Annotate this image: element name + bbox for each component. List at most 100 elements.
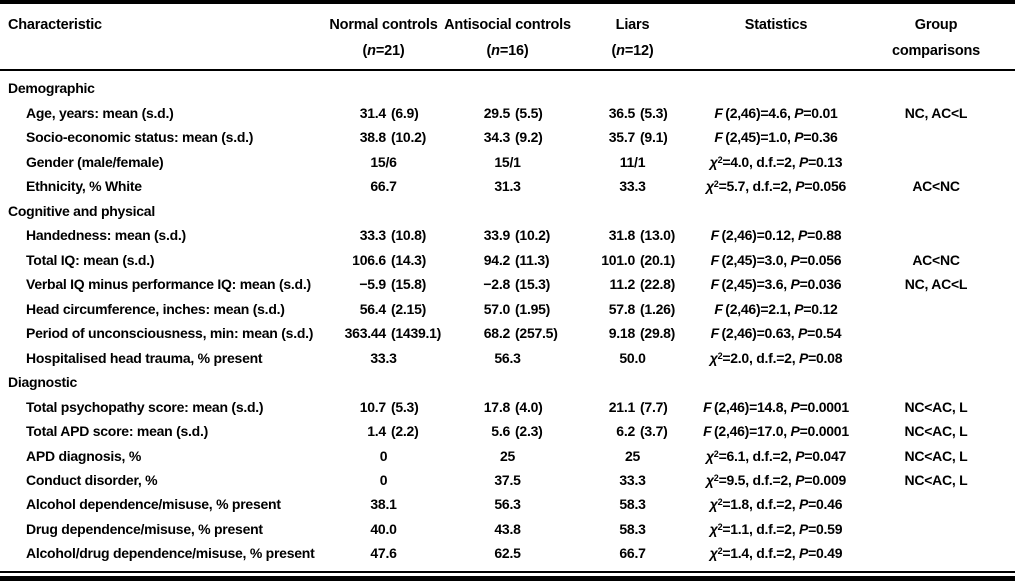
antisocial-controls-sd: (257.5) <box>515 325 558 342</box>
table-row: Verbal IQ minus performance IQ: mean (s.… <box>0 276 1015 292</box>
normal-controls-value: 33.3 <box>370 349 397 366</box>
characteristic-label: Demographic <box>8 80 95 97</box>
antisocial-controls: 68.2 (257.5) <box>445 325 570 341</box>
group-comparison-cell: NC<AC, L <box>857 472 1015 488</box>
liars-mean: 11.2 <box>609 276 636 293</box>
header-normal-controls-label: Normal controls <box>329 17 438 33</box>
liars-mean: 21.1 <box>608 398 636 415</box>
group-comparison-value: AC<NC <box>912 178 960 195</box>
header-statistics-label: Statistics <box>744 17 808 33</box>
characteristic-label: Alcohol/drug dependence/misuse, % presen… <box>26 545 315 562</box>
statistics-value: χ2=1.4, d.f.=2, P=0.49 <box>709 545 843 562</box>
characteristic-label: Ethnicity, % White <box>26 178 142 195</box>
characteristic-label: Handedness: mean (s.d.) <box>26 227 186 244</box>
normal-controls-value: 47.6 <box>370 545 397 562</box>
antisocial-controls-value: 43.8 <box>494 520 521 537</box>
antisocial-controls: 15/1 <box>445 154 570 170</box>
table-row: Hospitalised head trauma, % present 33.3 5… <box>0 350 1015 366</box>
header-group-label: Group <box>914 17 958 33</box>
bottom-rule <box>0 571 1015 576</box>
statistics-value: χ2=2.0, d.f.=2, P=0.08 <box>709 349 843 366</box>
header-statistics: Statistics <box>695 12 857 64</box>
antisocial-controls-mean: 34.3 <box>483 129 511 146</box>
normal-controls-sd: (10.2) <box>390 129 427 146</box>
characteristic-label: APD diagnosis, % <box>26 447 142 464</box>
normal-controls: 10.7 (5.3) <box>322 399 445 415</box>
group-comparison-cell: AC<NC <box>857 178 1015 194</box>
characteristic-label: Hospitalised head trauma, % present <box>26 349 263 366</box>
normal-controls: 106.6 (14.3) <box>322 252 445 268</box>
liars-sd: (22.8) <box>640 276 676 293</box>
group-comparison-value: NC, AC<L <box>904 104 968 121</box>
antisocial-controls-sd: (4.0) <box>515 398 543 415</box>
liars-mean: 57.8 <box>608 300 636 317</box>
normal-controls-sd: (6.9) <box>390 104 419 121</box>
characteristic-label: Cognitive and physical <box>8 202 155 219</box>
table-row: Total APD score: mean (s.d.) 1.4 (2.2) 5.6 (… <box>0 423 1015 439</box>
characteristic-label: Socio-economic status: mean (s.d.) <box>26 129 254 146</box>
statistics-value: χ2=6.1, d.f.=2, P=0.047 <box>705 447 847 464</box>
antisocial-controls-mean: 17.8 <box>483 398 511 415</box>
group-comparison-value: NC<AC, L <box>904 471 968 488</box>
antisocial-controls-mean: 68.2 <box>483 325 511 342</box>
liars: 11/1 <box>570 154 695 170</box>
antisocial-controls-sd: (1.95) <box>515 300 551 317</box>
normal-controls: 38.1 <box>322 496 445 512</box>
normal-controls: 0 <box>322 448 445 464</box>
antisocial-controls: 33.9 (10.2) <box>445 227 570 243</box>
antisocial-controls: 34.3 (9.2) <box>445 129 570 145</box>
header-antisocial-controls: Antisocial controls (n=16) <box>444 12 571 64</box>
statistics-value: F (2,46)=17.0, P=0.0001 <box>703 423 849 440</box>
antisocial-controls: 31.3 <box>445 178 570 194</box>
normal-controls-mean: 1.4 <box>367 423 386 440</box>
group-comparison-cell: AC<NC <box>857 252 1015 268</box>
statistics-value: F (2,46)=0.12, P=0.88 <box>710 227 842 244</box>
normal-controls: 31.4 (6.9) <box>322 105 445 121</box>
statistics-value: χ2=9.5, d.f.=2, P=0.009 <box>705 471 847 488</box>
antisocial-controls: 25 <box>445 448 570 464</box>
normal-controls: 0 <box>322 472 445 488</box>
header-liars-n: (n=12) <box>611 43 654 59</box>
liars: 66.7 <box>570 545 695 561</box>
normal-controls-value: 0 <box>379 471 388 488</box>
antisocial-controls-sd: (11.3) <box>515 251 550 268</box>
normal-controls-mean: −5.9 <box>359 276 386 293</box>
group-comparison-cell: NC, AC<L <box>857 276 1015 292</box>
statistics-value: χ2=4.0, d.f.=2, P=0.13 <box>709 153 843 170</box>
characteristic-label: Verbal IQ minus performance IQ: mean (s.… <box>26 276 311 293</box>
liars: 57.8 (1.26) <box>570 301 695 317</box>
antisocial-controls-value: 15/1 <box>494 153 521 170</box>
statistics-cell: F (2,46)=0.12, P=0.88 <box>695 227 857 243</box>
liars-value: 58.3 <box>619 496 646 513</box>
liars-sd: (3.7) <box>640 423 668 440</box>
statistics-cell: F (2,46)=14.8, P=0.0001 <box>695 399 857 415</box>
characteristic-label: Age, years: mean (s.d.) <box>26 104 174 121</box>
characteristic-label: Total psychopathy score: mean (s.d.) <box>26 398 264 415</box>
statistics-cell: F (2,46)=2.1, P=0.12 <box>695 301 857 317</box>
liars-mean: 36.5 <box>608 104 636 121</box>
liars: 9.18 (29.8) <box>570 325 695 341</box>
statistics-value: F (2,46)=4.6, P=0.01 <box>714 104 838 121</box>
section-row: Diagnostic <box>0 374 1015 390</box>
statistics-cell: F (2,46)=4.6, P=0.01 <box>695 105 857 121</box>
statistics-cell: χ2=5.7, d.f.=2, P=0.056 <box>695 178 857 194</box>
table-row: Age, years: mean (s.d.) 31.4 (6.9) 29.5 (5.5… <box>0 105 1015 121</box>
statistics-value: F (2,45)=1.0, P=0.36 <box>714 129 838 146</box>
group-comparison-value: NC<AC, L <box>904 447 968 464</box>
statistics-cell: F (2,46)=17.0, P=0.0001 <box>695 423 857 439</box>
antisocial-controls-mean: 29.5 <box>483 104 511 121</box>
header-normal-controls: Normal controls (n=21) <box>322 12 445 64</box>
header-characteristic: Characteristic <box>0 12 322 64</box>
antisocial-controls: 62.5 <box>445 545 570 561</box>
section-row: Demographic <box>0 80 1015 96</box>
antisocial-controls: −2.8 (15.3) <box>445 276 570 292</box>
table-row: Drug dependence/misuse, % present 40.0 43.… <box>0 521 1015 537</box>
liars-value: 33.3 <box>619 178 646 195</box>
header-comparisons-label: comparisons <box>891 43 981 59</box>
liars: 58.3 <box>570 496 695 512</box>
group-comparison-cell: NC, AC<L <box>857 105 1015 121</box>
liars-value: 25 <box>624 447 641 464</box>
antisocial-controls: 5.6 (2.3) <box>445 423 570 439</box>
characteristic-label: Total APD score: mean (s.d.) <box>26 423 209 440</box>
